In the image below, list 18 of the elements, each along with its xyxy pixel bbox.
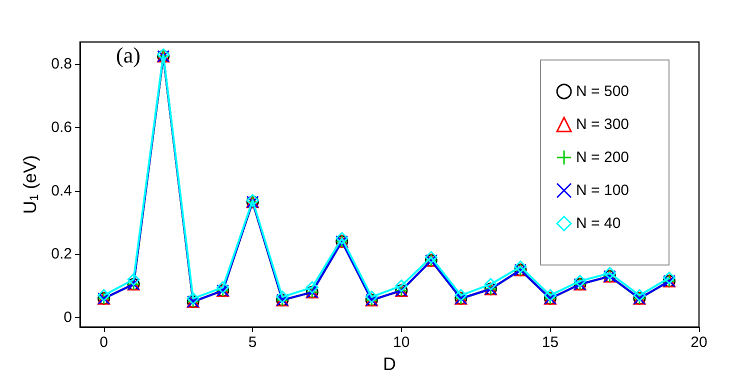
legend-label: N = 100 [576, 182, 630, 199]
x-tick-label: 20 [690, 334, 708, 351]
legend-label: N = 500 [576, 83, 630, 100]
x-axis-title: D [383, 354, 396, 374]
y-tick-label: 0.4 [51, 182, 72, 200]
legend-label: N = 40 [576, 215, 621, 232]
legend-label: N = 300 [576, 116, 630, 133]
y-tick-label: 0.8 [51, 56, 72, 73]
y-tick-label: 0.6 [51, 119, 72, 136]
x-tick-label: 10 [393, 334, 410, 351]
y-axis-title: U1 (eV) [20, 155, 41, 214]
x-tick-label: 15 [542, 334, 559, 351]
y-tick-label: 0 [64, 309, 72, 326]
x-tick-label: 5 [248, 334, 257, 351]
y-tick-label: 0.2 [51, 246, 72, 263]
x-tick-label: 0 [100, 334, 108, 351]
legend-label: N = 200 [576, 149, 630, 166]
annotation: (a) [116, 42, 140, 68]
